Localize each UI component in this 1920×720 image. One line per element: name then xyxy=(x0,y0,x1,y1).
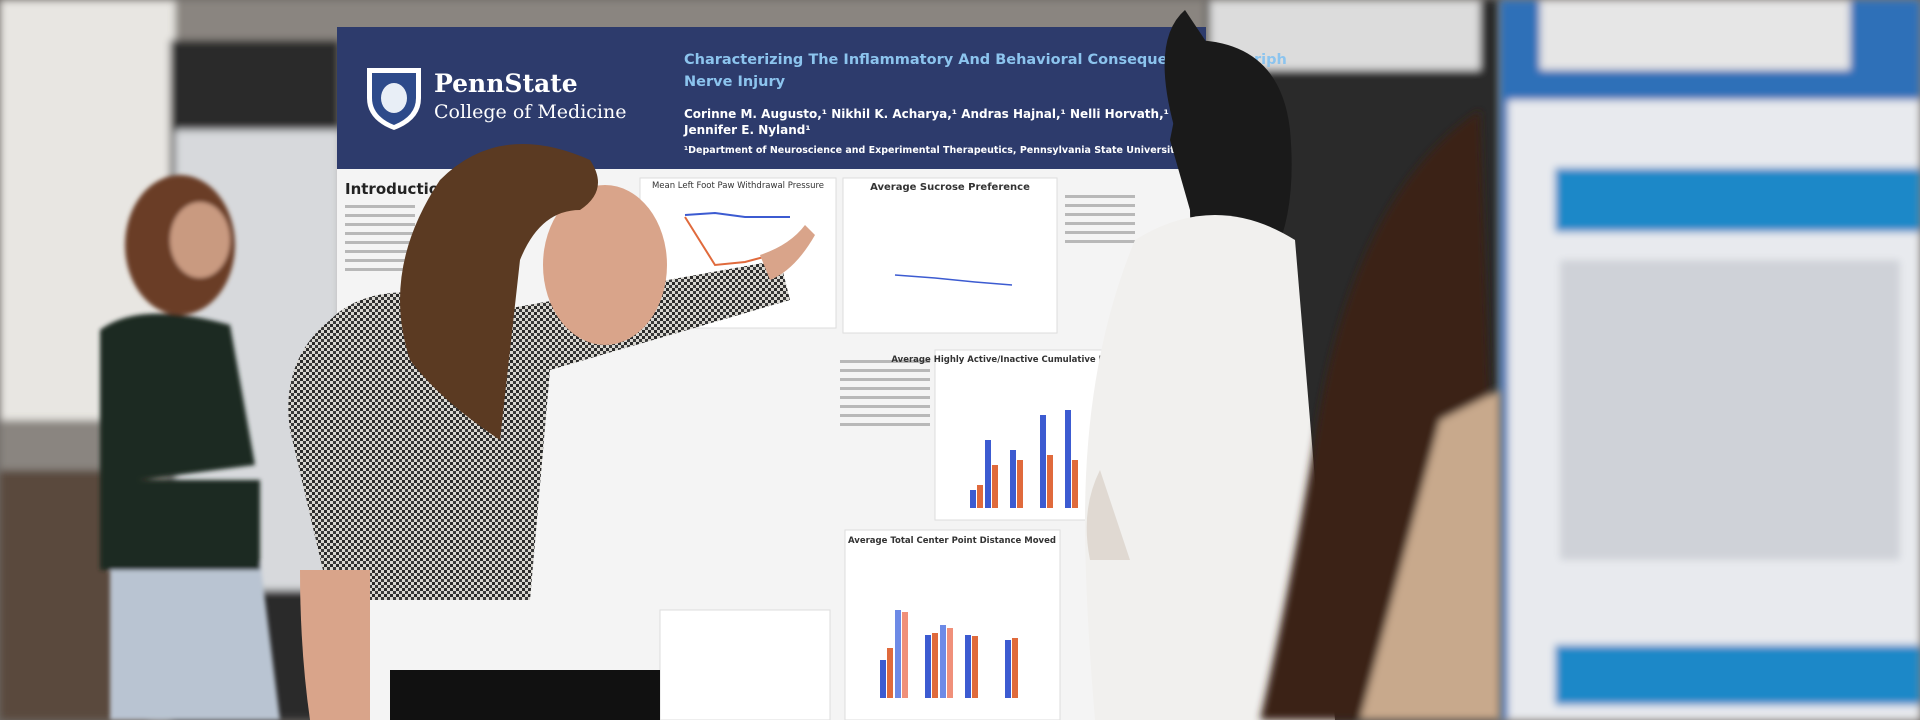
bar-decor xyxy=(970,410,1078,508)
logo-brand: PennState xyxy=(434,69,578,98)
right-poster xyxy=(1500,0,1920,720)
affiliation: ¹Department of Neuroscience and Experime… xyxy=(684,145,1257,156)
person-man xyxy=(1085,10,1335,720)
person-foreground xyxy=(1260,110,1500,720)
logo-unit: College of Medicine xyxy=(434,101,626,123)
poster-title: Characterizing The Inflammatory And Beha… xyxy=(684,52,1287,68)
section-heading: Introduction xyxy=(345,180,450,198)
body-text xyxy=(345,195,1135,426)
figure-title: Average Sucrose Preference xyxy=(870,182,1030,193)
authors-2: Jennifer E. Nyland¹ xyxy=(683,123,811,137)
person-presenter xyxy=(288,144,815,720)
figure-title: Mean Left Foot Paw Withdrawal Pressure xyxy=(652,181,824,191)
figure-title: Average Highly Active/Inactive Cumulativ… xyxy=(891,355,1168,365)
figure-title: Average Total Center Point Distance Move… xyxy=(848,536,1056,546)
bar-decor xyxy=(880,610,1018,698)
authors: Corinne M. Augusto,¹ Nikhil K. Acharya,¹… xyxy=(684,107,1278,121)
poster-title-2: Nerve Injury xyxy=(684,74,786,90)
person-left xyxy=(100,175,280,720)
